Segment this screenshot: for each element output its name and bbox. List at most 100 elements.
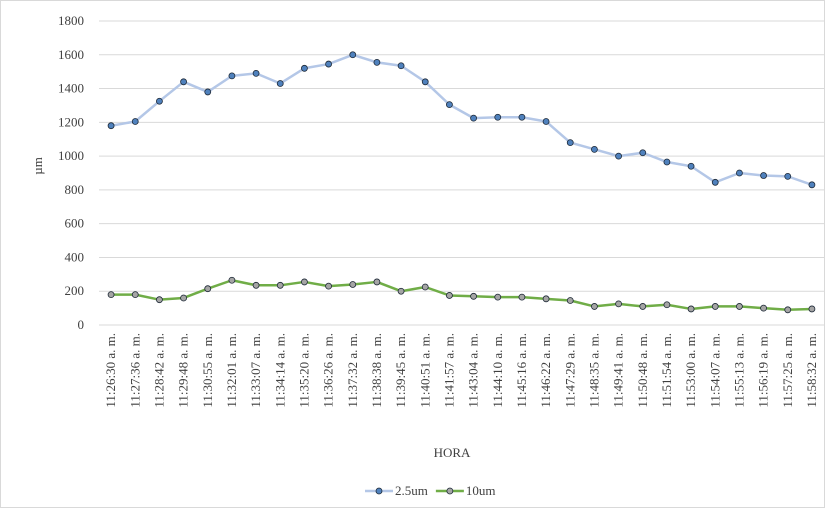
- data-point: [397, 62, 405, 70]
- data-point: [446, 292, 453, 299]
- data-point: [180, 78, 187, 86]
- data-point: [663, 158, 671, 166]
- data-point: [687, 162, 695, 170]
- data-point: [470, 114, 477, 122]
- x-tick-label: 11:54:07 a. m.: [707, 333, 722, 408]
- data-point: [711, 178, 719, 186]
- legend-marker: [446, 487, 454, 495]
- y-tick-label: 1600: [58, 47, 84, 62]
- series-line: [110, 53, 813, 187]
- x-tick-label: 11:51:54 a. m.: [659, 333, 674, 408]
- data-point: [760, 172, 767, 179]
- data-point: [808, 305, 816, 313]
- data-point: [687, 305, 695, 313]
- data-point: [349, 51, 357, 59]
- x-tick-label: 11:35:20 a. m.: [296, 333, 311, 408]
- data-point: [639, 149, 647, 157]
- data-point: [397, 287, 405, 295]
- y-tick-label: 200: [65, 283, 85, 298]
- x-tick-label: 11:45:16 a. m.: [514, 333, 529, 408]
- x-tick-label: 11:38:38 a. m.: [369, 333, 384, 408]
- data-point: [494, 293, 502, 301]
- data-point: [784, 172, 792, 180]
- x-tick-label: 11:48:35 a. m.: [586, 333, 601, 408]
- data-point: [301, 64, 308, 72]
- x-tick-label: 11:46:22 a. m.: [538, 333, 553, 408]
- data-point: [349, 281, 357, 288]
- data-point: [639, 303, 647, 310]
- x-tick-label: 11:32:01 a. m.: [224, 333, 239, 408]
- data-point: [325, 60, 332, 68]
- data-point: [107, 291, 115, 299]
- x-axis-title: HORA: [434, 445, 471, 460]
- y-tick-label: 400: [65, 249, 85, 264]
- x-tick-label: 11:39:45 a. m.: [393, 333, 408, 408]
- data-point: [591, 303, 598, 310]
- data-point: [566, 297, 574, 304]
- data-point: [252, 281, 260, 289]
- data-point: [373, 58, 381, 66]
- data-point: [301, 278, 308, 286]
- y-tick-label: 0: [78, 317, 85, 332]
- data-point: [784, 306, 792, 314]
- y-tick-label: 1400: [58, 81, 84, 96]
- data-point: [276, 80, 284, 87]
- x-tick-label: 11:50:48 a. m.: [635, 333, 650, 408]
- data-point: [542, 118, 550, 125]
- y-tick-label: 800: [65, 182, 85, 197]
- data-point: [566, 139, 574, 147]
- legend-marker: [375, 487, 383, 495]
- data-point: [325, 282, 332, 290]
- x-tick-label: 11:29:48 a. m.: [176, 333, 191, 408]
- data-point: [591, 145, 598, 153]
- y-tick-label: 1800: [58, 13, 84, 28]
- data-point: [736, 303, 743, 310]
- x-tick-label: 11:58:32 a. m.: [804, 333, 819, 408]
- x-tick-label: 11:28:42 a. m.: [151, 333, 166, 408]
- y-axis-title: µm: [30, 157, 45, 175]
- x-tick-label: 11:27:36 a. m.: [127, 333, 142, 408]
- data-point: [131, 118, 139, 125]
- data-point: [663, 301, 671, 309]
- legend-label: 10um: [466, 483, 496, 498]
- data-point: [204, 88, 212, 96]
- data-point: [470, 292, 477, 300]
- x-tick-label: 11:41:57 a. m.: [441, 333, 456, 408]
- x-tick-label: 11:47:29 a. m.: [562, 333, 577, 408]
- x-tick-label: 11:49:41 a. m.: [611, 333, 626, 408]
- data-point: [373, 278, 381, 286]
- data-point: [131, 291, 139, 299]
- y-tick-label: 600: [65, 216, 85, 231]
- data-point: [204, 285, 212, 293]
- x-tick-label: 11:37:32 a. m.: [345, 333, 360, 408]
- series-line: [111, 278, 812, 312]
- data-point: [518, 293, 526, 301]
- x-tick-label: 11:55:13 a. m.: [731, 333, 746, 408]
- data-point: [736, 169, 743, 177]
- data-point: [542, 295, 550, 303]
- data-point: [276, 281, 284, 289]
- data-point: [421, 78, 429, 86]
- data-point: [494, 113, 502, 121]
- x-tick-label: 11:30:55 a. m.: [200, 333, 215, 408]
- data-point: [156, 296, 163, 304]
- x-tick-label: 11:56:19 a. m.: [756, 333, 771, 408]
- data-point: [615, 300, 622, 308]
- legend-label: 2.5um: [395, 483, 428, 498]
- data-point: [228, 276, 236, 284]
- data-point: [446, 101, 453, 108]
- data-point: [518, 113, 526, 121]
- x-tick-label: 11:36:26 a. m.: [321, 333, 336, 408]
- data-point: [228, 72, 236, 80]
- x-tick-label: 11:57:25 a. m.: [780, 333, 795, 408]
- y-tick-label: 1000: [58, 148, 84, 163]
- x-tick-label: 11:26:30 a. m.: [103, 333, 118, 408]
- data-point: [615, 152, 622, 160]
- x-tick-label: 11:43:04 a. m.: [466, 333, 481, 408]
- data-point: [180, 294, 187, 302]
- x-tick-label: 11:40:51 a. m.: [417, 333, 432, 408]
- data-point: [252, 69, 260, 77]
- data-point: [156, 97, 163, 105]
